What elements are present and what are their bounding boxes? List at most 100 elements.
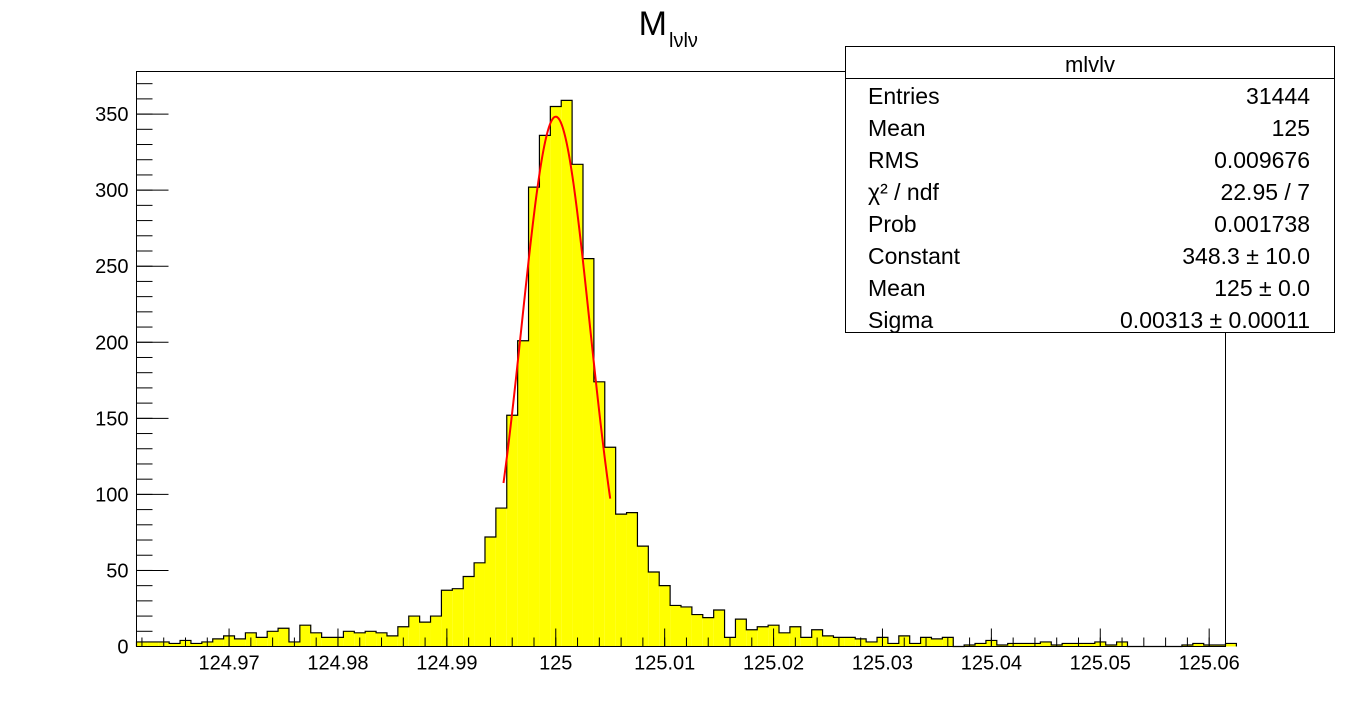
histogram-bin (256, 637, 268, 647)
stats-row-value: 125 ± 0.0 (1214, 275, 1310, 301)
histogram-bin (212, 638, 224, 647)
histogram-bin (169, 643, 181, 647)
stats-box-frame (845, 46, 1335, 333)
histogram-bin (779, 632, 790, 647)
histogram-bin (691, 614, 703, 647)
x-tick-label: 125.01 (634, 653, 695, 675)
histogram-bin (909, 643, 921, 647)
histogram-bin (234, 638, 246, 647)
x-tick-label: 124.99 (416, 653, 477, 675)
histogram-bin (495, 508, 507, 647)
histogram-bin (1018, 643, 1030, 647)
stats-row-label: Mean (868, 115, 926, 141)
histogram-bin (681, 606, 692, 647)
histogram-bin (506, 415, 518, 647)
histogram-bin (822, 635, 834, 647)
histogram-bin (702, 617, 714, 647)
stats-row-label: Sigma (868, 307, 933, 333)
histogram-bin (386, 635, 398, 647)
stats-row-value: 31444 (1246, 83, 1310, 109)
x-tick-label: 125.04 (961, 653, 1022, 675)
histogram-bin (474, 562, 485, 647)
histogram-bin (713, 609, 725, 647)
histogram-bin (397, 626, 409, 647)
x-tick-label: 124.98 (307, 653, 368, 675)
stats-row-value: 22.95 / 7 (1220, 179, 1310, 205)
stats-rows: Entries 31444 Mean 125 RMS 0.009676 χ² / ndf 22… (868, 83, 1310, 333)
histogram-bin (561, 100, 573, 647)
y-tick-label: 100 (95, 484, 128, 506)
y-tick-label: 200 (95, 332, 128, 354)
histogram-bin (659, 585, 671, 647)
y-axis: 0 50 100 150 200 250 300 350 (95, 83, 169, 659)
histogram-bin (582, 258, 594, 647)
x-tick-label: 124.97 (198, 653, 259, 675)
stats-row-value: 0.001738 (1214, 211, 1310, 237)
histogram-bin (757, 626, 769, 647)
histogram-bin (931, 638, 943, 647)
histogram-outline (135, 99, 1237, 648)
histogram-bin (299, 625, 311, 647)
histogram-bin (593, 381, 605, 647)
histogram-bin (528, 187, 540, 647)
histogram-bin (844, 637, 856, 647)
y-tick-label: 350 (95, 104, 128, 126)
histogram-bin (1083, 643, 1095, 647)
histogram-bin (615, 514, 627, 647)
x-tick-label: 125.03 (852, 653, 913, 675)
x-tick-label: 125 (539, 653, 572, 675)
histogram-bin (278, 628, 289, 647)
histogram-bin (866, 641, 878, 647)
stats-row-value: 0.009676 (1214, 147, 1310, 173)
histogram-bin (452, 588, 464, 647)
histogram-bin (648, 571, 660, 647)
histogram-bin (604, 447, 616, 647)
stats-row-label: Entries (868, 83, 940, 109)
stats-row-value: 0.00313 ± 0.00011 (1120, 307, 1310, 333)
x-axis: 124.97 124.98 124.99 125 125.01 125.02 125.03 1… (141, 628, 1240, 675)
histogram-bin (190, 643, 202, 647)
histogram-bin (147, 641, 159, 647)
stats-box-title: mlvlv (1065, 52, 1115, 77)
y-tick-label: 300 (95, 180, 128, 202)
histogram-bin (789, 626, 801, 647)
histogram-bin (887, 643, 899, 647)
histogram-bin (1105, 644, 1117, 647)
histogram-bin (517, 340, 529, 647)
histogram-bin (637, 546, 649, 647)
y-tick-label: 50 (106, 560, 128, 582)
histogram-bin (1062, 643, 1074, 647)
histogram-bin (484, 536, 496, 647)
histogram-bin (996, 644, 1008, 647)
stats-row-value: 125 (1272, 115, 1310, 141)
stats-row-label: RMS (868, 147, 919, 173)
histogram-bin (1040, 641, 1052, 647)
stats-row-label: Mean (868, 275, 926, 301)
histogram-bin (408, 616, 420, 647)
x-tick-label: 125.05 (1070, 653, 1131, 675)
histogram-bin (550, 106, 562, 647)
histogram-bin (441, 590, 453, 647)
histogram-bin (343, 631, 355, 647)
chart-title-subscript: lνlν (669, 30, 698, 52)
histogram-bin (800, 637, 812, 647)
gaussian-fit-curve (502, 115, 612, 499)
histogram-bin (365, 631, 377, 647)
y-tick-label: 150 (95, 408, 128, 430)
stats-box: mlvlv Entries 31444 Mean 125 RMS 0.009676 χ² /… (845, 46, 1335, 333)
x-tick-label: 125.06 (1179, 653, 1240, 675)
histogram-bin (975, 643, 986, 647)
histogram-bin (539, 135, 551, 647)
plot-frame (136, 71, 1226, 647)
chart-title: M (639, 5, 667, 43)
histogram-bin (430, 616, 442, 647)
histogram-bin (419, 622, 431, 647)
histogram-bin (735, 619, 747, 647)
histogram-bin (321, 637, 333, 647)
stats-row-label: Constant (868, 243, 961, 269)
histogram-bin (670, 605, 681, 647)
histogram-bin (572, 164, 583, 647)
stats-row-label: Prob (868, 211, 917, 237)
